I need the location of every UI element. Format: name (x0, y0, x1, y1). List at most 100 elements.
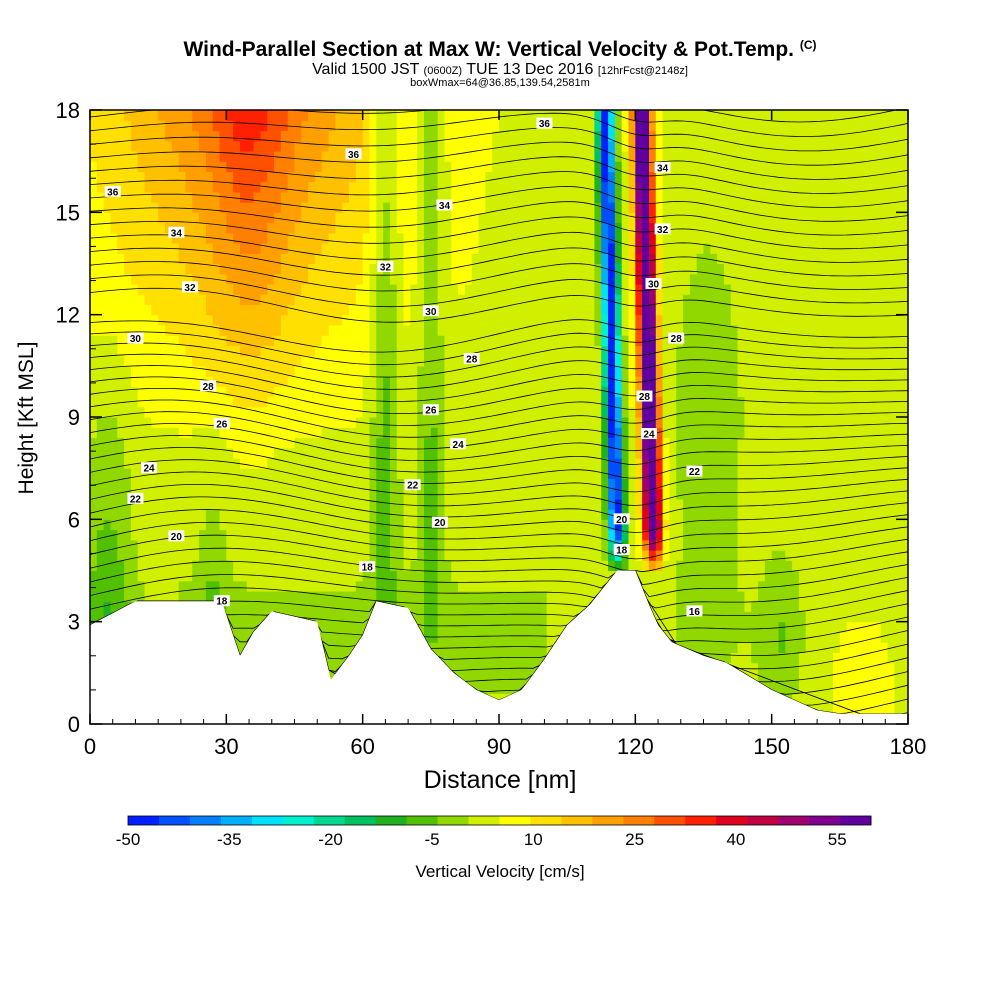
field-cell (430, 283, 439, 295)
field-cell (396, 437, 405, 449)
field-cell (403, 304, 411, 316)
field-cell (280, 437, 289, 449)
field-cell (117, 427, 125, 439)
field-cell (499, 161, 507, 172)
field-cell (546, 437, 555, 449)
field-cell (355, 509, 364, 520)
field-cell (492, 468, 500, 479)
field-cell (376, 191, 384, 203)
field-cell (117, 294, 125, 306)
field-cell (383, 212, 391, 224)
field-cell (492, 560, 500, 572)
field-cell (451, 560, 459, 572)
field-cell (362, 161, 371, 172)
field-cell (246, 150, 255, 162)
field-cell (567, 243, 575, 254)
field-cell (274, 253, 282, 265)
field-cell (287, 222, 296, 234)
field-cell (260, 539, 268, 551)
field-cell (478, 130, 486, 142)
field-cell (580, 191, 589, 203)
field-cell (171, 304, 180, 316)
field-cell (192, 478, 200, 490)
field-cell (403, 191, 411, 203)
field-cell (526, 406, 534, 418)
field-cell (512, 273, 521, 285)
field-cell (246, 181, 255, 193)
field-cell (110, 437, 118, 449)
field-cell (553, 457, 561, 469)
field-cell (321, 437, 330, 449)
field-cell (233, 406, 241, 418)
field-cell (90, 120, 98, 132)
field-cell (328, 386, 336, 398)
field-cell (614, 417, 623, 428)
field-cell (430, 601, 439, 613)
field-cell (144, 253, 152, 265)
field-cell (130, 529, 139, 541)
field-cell (151, 580, 159, 592)
field-cell (608, 427, 616, 439)
field-cell (499, 386, 507, 398)
field-cell (642, 478, 650, 490)
field-cell (185, 140, 193, 152)
field-cell (546, 539, 555, 551)
field-cell (349, 263, 357, 275)
field-cell (185, 355, 193, 367)
field-cell (499, 406, 507, 418)
field-cell (519, 171, 527, 183)
field-cell (274, 529, 282, 541)
field-cell (110, 304, 118, 316)
field-cell (124, 560, 132, 572)
field-cell (239, 253, 248, 265)
field-cell (192, 212, 200, 224)
field-cell (130, 365, 139, 377)
field-cell (553, 191, 561, 203)
field-cell (308, 611, 316, 623)
field-cell (192, 539, 200, 551)
field-cell (410, 335, 418, 346)
field-cell (505, 468, 514, 479)
field-cell (205, 212, 214, 224)
field-cell (628, 161, 636, 172)
field-cell (335, 570, 343, 582)
field-cell (580, 283, 589, 295)
field-cell (601, 150, 609, 162)
field-cell (546, 529, 555, 541)
field-cell (219, 130, 227, 142)
field-cell (205, 324, 214, 336)
field-cell (308, 324, 316, 336)
field-cell (410, 365, 418, 377)
field-cell (485, 447, 493, 459)
field-cell (117, 304, 125, 316)
field-cell (594, 447, 602, 459)
field-cell (464, 120, 473, 132)
field-cell (546, 324, 555, 336)
field-cell (321, 161, 330, 172)
field-cell (301, 335, 309, 346)
field-cell (362, 150, 371, 162)
field-cell (349, 519, 357, 531)
field-cell (280, 580, 289, 592)
field-cell (103, 447, 112, 459)
field-cell (212, 304, 221, 316)
field-cell (239, 140, 248, 152)
field-cell (642, 447, 650, 459)
field-cell (185, 539, 193, 551)
field-cell (594, 191, 602, 203)
field-cell (444, 386, 452, 398)
field-cell (294, 509, 302, 520)
field-cell (233, 376, 241, 387)
field-cell (505, 642, 514, 653)
field-cell (553, 509, 561, 520)
field-cell (383, 202, 391, 213)
field-cell (144, 324, 152, 336)
field-cell (342, 140, 350, 152)
field-cell (614, 457, 623, 469)
field-cell (437, 550, 446, 561)
field-cell (567, 447, 575, 459)
field-cell (246, 550, 255, 561)
field-cell (383, 560, 391, 572)
field-cell (267, 130, 275, 142)
field-cell (573, 519, 582, 531)
